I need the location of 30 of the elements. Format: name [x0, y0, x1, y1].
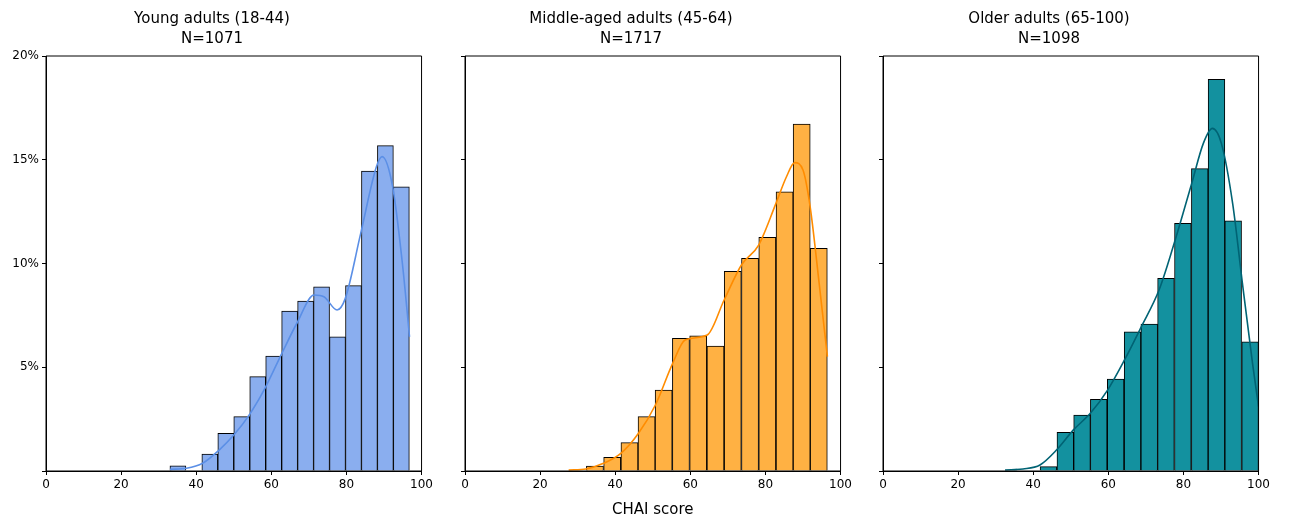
- line-series: [169, 155, 411, 471]
- x-tick-label: 80: [757, 477, 774, 492]
- chart-title: Older adults (65-100): [968, 8, 1130, 27]
- x-tick-label: 20: [950, 477, 966, 492]
- y-tick-label: 5%: [19, 359, 39, 374]
- x-tick-label: 20: [113, 477, 129, 492]
- x-tick-label: 60: [263, 477, 279, 492]
- chart-title: Middle-aged adults (45-64): [529, 8, 733, 27]
- y-tick-label: 10%: [12, 255, 39, 270]
- chart-subtitle: N=1071: [181, 28, 243, 47]
- y-tick-label: 20%: [12, 48, 39, 63]
- x-tick-label: 60: [682, 477, 698, 492]
- x-tick-label: 40: [1025, 477, 1041, 492]
- x-tick-label: 40: [607, 477, 623, 492]
- x-tick-label: 80: [338, 477, 355, 492]
- chart-subtitle: N=1098: [1018, 28, 1080, 47]
- x-tick-label: 100: [1247, 477, 1270, 492]
- x-tick-label: 100: [829, 477, 852, 492]
- chart-title: Young adults (18-44): [133, 8, 290, 27]
- x-axis-title: CHAI score: [612, 499, 694, 518]
- x-tick-label: 0: [879, 477, 887, 492]
- chart-subtitle: N=1717: [600, 28, 662, 47]
- x-tick-label: 0: [461, 477, 469, 492]
- x-tick-label: 60: [1100, 477, 1116, 492]
- x-tick-label: 100: [410, 477, 433, 492]
- x-tick-label: 20: [532, 477, 548, 492]
- y-tick-label: 15%: [12, 151, 39, 166]
- x-tick-label: 40: [188, 477, 204, 492]
- x-tick-label: 80: [1175, 477, 1192, 492]
- x-tick-label: 0: [42, 477, 50, 492]
